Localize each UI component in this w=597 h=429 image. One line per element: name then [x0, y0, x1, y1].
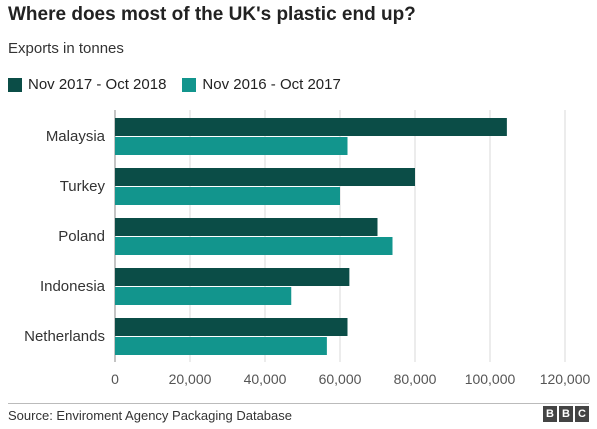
legend: Nov 2017 - Oct 2018 Nov 2016 - Oct 2017 [8, 76, 357, 93]
category-label: Poland [58, 228, 105, 245]
legend-item-2017: Nov 2016 - Oct 2017 [182, 76, 341, 93]
source-note: Source: Enviroment Agency Packaging Data… [8, 408, 293, 423]
bar [115, 337, 327, 355]
x-tick-label: 120,000 [540, 371, 591, 387]
bar [115, 187, 340, 205]
chart-subtitle: Exports in tonnes [8, 40, 124, 57]
legend-swatch-2018 [8, 77, 22, 92]
legend-item-2018: Nov 2017 - Oct 2018 [8, 76, 166, 93]
bbc-logo-letter: C [575, 406, 589, 422]
legend-swatch-2017 [182, 77, 197, 92]
category-label: Malaysia [46, 128, 106, 145]
bar [115, 318, 348, 336]
bar [115, 287, 292, 305]
bar [115, 237, 393, 255]
category-label: Netherlands [24, 328, 105, 345]
bar [115, 118, 507, 136]
legend-label-2018: Nov 2017 - Oct 2018 [28, 76, 167, 93]
footer-divider [8, 403, 589, 404]
x-tick-label: 100,000 [465, 371, 516, 387]
chart-title: Where does most of the UK's plastic end … [8, 4, 416, 25]
bar [115, 137, 348, 155]
category-label: Indonesia [40, 278, 106, 295]
x-tick-label: 40,000 [244, 371, 287, 387]
x-tick-label: 20,000 [169, 371, 212, 387]
bar [115, 168, 415, 186]
bbc-logo-letter: B [559, 406, 573, 422]
bbc-logo: B B C [541, 406, 589, 422]
x-tick-label: 0 [111, 371, 119, 387]
bbc-logo-letter: B [543, 406, 557, 422]
category-label: Turkey [60, 178, 106, 195]
legend-label-2017: Nov 2016 - Oct 2017 [202, 76, 341, 93]
bar [115, 218, 378, 236]
x-tick-label: 80,000 [394, 371, 437, 387]
x-tick-label: 60,000 [319, 371, 362, 387]
bar-chart: 0 20,000 40,000 60,000 80,000 100,000 120,000 M… [24, 110, 591, 387]
bar [115, 268, 350, 286]
